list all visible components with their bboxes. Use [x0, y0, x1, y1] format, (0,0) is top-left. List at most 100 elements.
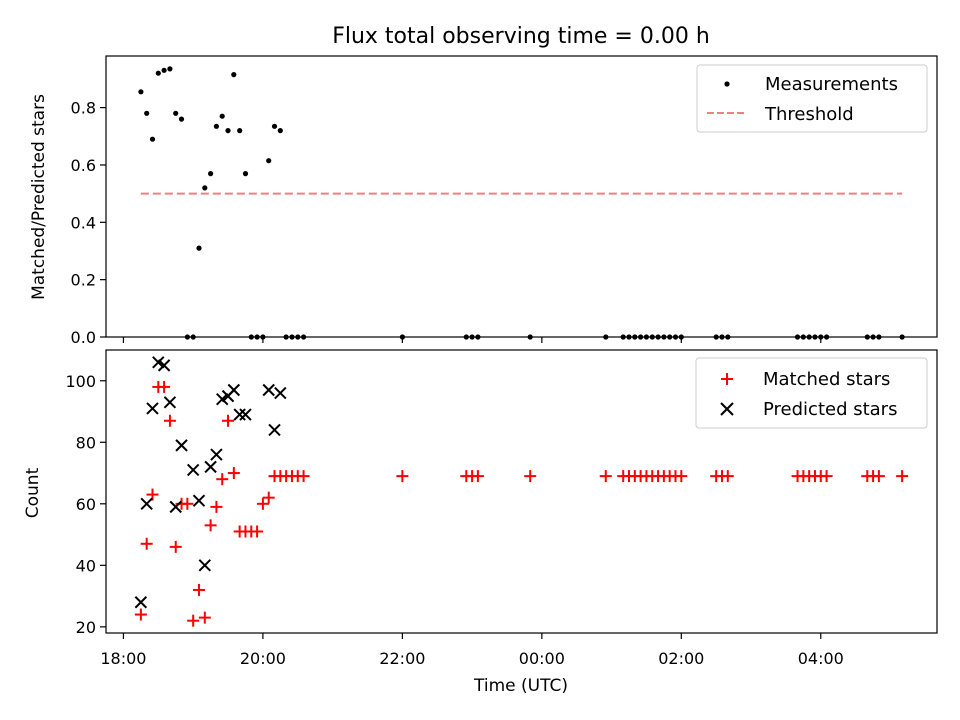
measurement-point [161, 67, 167, 73]
top-axes-frame [105, 55, 938, 338]
predicted-star-point [169, 500, 182, 514]
matched-star-point [599, 470, 612, 483]
bottom-axes-frame [105, 349, 938, 634]
top-legend-box [696, 64, 928, 133]
top-legend: Measurements Threshold [696, 64, 928, 133]
predicted-star-point [134, 596, 148, 609]
bottom-panel: 20 40 60 80 100 18:00 20:00 22:00 00:00 02:00 04:… [23, 349, 938, 696]
measurement-point [196, 245, 202, 251]
measurement-point [225, 128, 231, 134]
predicted-star-point [140, 497, 153, 511]
matched-star-point [134, 608, 147, 621]
matched-star-point [222, 414, 235, 427]
predicted-star-point [152, 356, 165, 369]
matched-star-point [262, 491, 275, 504]
measurement-point [138, 89, 144, 95]
bottom-y-tick-label: 60 [76, 495, 96, 514]
bottom-y-tick-label: 20 [76, 618, 96, 637]
bottom-y-tick-label: 100 [65, 372, 96, 391]
x-tick-label: 04:00 [798, 649, 844, 668]
matched-star-point [227, 467, 240, 480]
predicted-star-point [239, 408, 252, 421]
measurement-point [242, 171, 249, 177]
top-y-tick-label: 0.8 [71, 99, 96, 118]
matched-star-point [187, 614, 200, 627]
predicted-star-point [146, 402, 159, 415]
legend-matched-marker [721, 373, 733, 385]
bottom-legend: Matched stars Predicted stars [695, 357, 928, 429]
bottom-x-axis-label: Time (UTC) [473, 676, 568, 696]
predicted-star-point [186, 463, 200, 477]
predicted-star-point [268, 423, 281, 437]
x-tick-label: 02:00 [658, 649, 704, 668]
predicted-star-point [210, 448, 223, 461]
measurement-point [266, 158, 272, 164]
legend-predicted-marker [720, 402, 734, 416]
bottom-y-axis-label: Count [23, 467, 43, 518]
matched-star-point [251, 525, 264, 538]
bottom-y-tick-label: 40 [76, 556, 96, 575]
measurement-point [237, 128, 243, 134]
measurement-point [155, 70, 161, 76]
matched-star-point [524, 470, 537, 483]
top-y-tick-label: 0.6 [71, 156, 96, 175]
bottom-y-tick-label: 80 [76, 433, 96, 452]
matched-star-point [216, 473, 229, 486]
x-tick-label: 20:00 [240, 649, 286, 668]
legend-matched-label: Matched stars [763, 369, 890, 390]
bottom-x-ticks: 18:00 20:00 22:00 00:00 02:00 04:00 [100, 633, 844, 668]
bottom-plot-marks [134, 356, 909, 627]
measurement-point [213, 123, 219, 129]
matched-star-point [820, 470, 833, 483]
matched-star-point [396, 470, 409, 483]
measurement-point [208, 171, 214, 177]
top-x-ticks [122, 337, 822, 343]
measurement-point [231, 72, 237, 78]
matched-star-point [256, 497, 269, 510]
bottom-y-ticks: 20 40 60 80 100 [65, 372, 106, 637]
predicted-star-point [198, 559, 211, 572]
matched-star-point [896, 470, 909, 483]
matched-star-point [163, 414, 176, 427]
measurement-point [202, 185, 208, 191]
measurement-point [277, 128, 283, 134]
measurement-point [144, 110, 150, 116]
predicted-star-point [157, 359, 171, 372]
predicted-star-point [227, 383, 241, 397]
predicted-star-point [216, 393, 229, 406]
predicted-star-point [175, 439, 188, 452]
matched-star-point [297, 470, 310, 483]
matched-star-point [471, 470, 484, 483]
matched-star-point [158, 380, 171, 393]
measurement-point [149, 136, 156, 142]
top-y-ticks: 0.0 0.2 0.4 0.6 0.8 [71, 99, 106, 347]
measurement-point [173, 110, 179, 116]
figure-title: Flux total observing time = 0.00 h [332, 24, 710, 49]
predicted-star-point [262, 383, 275, 397]
legend-predicted-label: Predicted stars [763, 399, 897, 420]
top-y-tick-label: 0.4 [71, 213, 96, 232]
matched-star-point [181, 497, 194, 510]
bottom-legend-box [695, 357, 928, 429]
matched-star-point [204, 519, 217, 532]
matched-star-point [140, 537, 153, 550]
matched-star-point [192, 583, 205, 596]
predicted-star-point [274, 386, 287, 400]
predicted-star-point [204, 460, 217, 474]
measurement-point [219, 113, 225, 119]
legend-measurements-marker [724, 81, 730, 87]
matched-star-point [198, 611, 211, 624]
top-y-tick-label: 0.2 [71, 271, 96, 290]
matched-star-point [675, 470, 688, 483]
matched-star-point [872, 470, 885, 483]
x-tick-label: 00:00 [519, 649, 565, 668]
x-tick-label: 22:00 [379, 649, 425, 668]
legend-measurements-label: Measurements [765, 74, 898, 95]
predicted-star-point [163, 396, 177, 409]
matched-star-point [169, 540, 182, 553]
matched-star-point [146, 488, 159, 501]
predicted-star-point [192, 494, 206, 507]
matched-star-point [721, 470, 734, 483]
top-panel: 0.00.20.40.60.8 Matched/Predicted stars … [29, 55, 938, 347]
